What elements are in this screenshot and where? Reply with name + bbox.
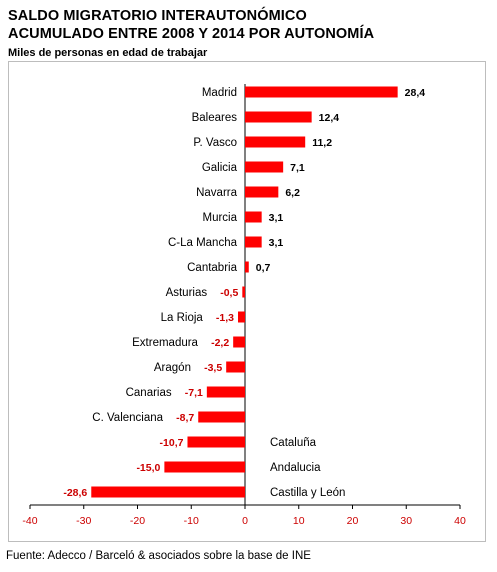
chart-subtitle: Miles de personas en edad de trabajar xyxy=(8,47,208,59)
category-label-baleares: Baleares xyxy=(192,112,238,124)
bar-baleares xyxy=(245,111,312,123)
bar-p-vasco xyxy=(245,136,306,148)
category-label-cataluña: Cataluña xyxy=(270,437,317,449)
chart-title-line2: ACUMULADO ENTRE 2008 Y 2014 POR AUTONOMÍ… xyxy=(8,26,375,42)
value-label-baleares: 12,4 xyxy=(319,112,340,124)
chart-frame: Madrid 28,4 Baleares 12,4 P. Vasco 11,2 Galici… xyxy=(8,61,486,542)
category-label-navarra: Navarra xyxy=(196,187,238,199)
bar-cataluña xyxy=(187,436,245,448)
value-label-asturias: -0,5 xyxy=(220,287,238,299)
category-label-madrid: Madrid xyxy=(202,87,237,99)
bar-navarra xyxy=(245,186,279,198)
category-label-aragón: Aragón xyxy=(154,362,191,374)
value-label-canarias: -7,1 xyxy=(185,387,203,399)
value-label-aragón: -3,5 xyxy=(204,362,222,374)
bar-la-rioja xyxy=(238,311,245,323)
bar-murcia xyxy=(245,211,262,223)
bar-c-la-mancha xyxy=(245,236,262,248)
category-label-cantabria: Cantabria xyxy=(187,262,237,274)
bar-chart: Madrid 28,4 Baleares 12,4 P. Vasco 11,2 Galici… xyxy=(22,84,466,527)
category-label-canarias: Canarias xyxy=(126,387,172,399)
x-tick-label-10: 10 xyxy=(293,515,305,527)
category-label-extremadura: Extremadura xyxy=(132,337,198,349)
value-label-p-vasco: 11,2 xyxy=(312,137,332,149)
value-label-madrid: 28,4 xyxy=(405,87,426,99)
value-label-extremadura: -2,2 xyxy=(211,337,229,349)
x-tick-label--20: -20 xyxy=(130,515,145,527)
value-label-navarra: 6,2 xyxy=(285,187,300,199)
value-label-c-la-mancha: 3,1 xyxy=(269,237,284,249)
bar-madrid xyxy=(245,86,398,98)
value-label-cataluña: -10,7 xyxy=(160,437,184,449)
category-label-andalucia: Andalucia xyxy=(270,462,321,474)
bar-castilla-y-león xyxy=(91,486,246,498)
value-label-galicia: 7,1 xyxy=(290,162,305,174)
x-tick-label-40: 40 xyxy=(454,515,466,527)
category-label-c-la-mancha: C-La Mancha xyxy=(168,237,238,249)
category-label-asturias: Asturias xyxy=(166,287,208,299)
x-tick-label-0: 0 xyxy=(242,515,248,527)
category-label-p-vasco: P. Vasco xyxy=(193,137,237,149)
value-label-andalucia: -15,0 xyxy=(136,462,160,474)
value-label-c-valenciana: -8,7 xyxy=(176,412,194,424)
x-tick-label-30: 30 xyxy=(400,515,412,527)
bar-c-valenciana xyxy=(198,411,245,423)
bar-aragón xyxy=(226,361,245,373)
value-label-la-rioja: -1,3 xyxy=(216,312,234,324)
category-label-la-rioja: La Rioja xyxy=(161,312,204,324)
source-note: Fuente: Adecco / Barceló & asociados sob… xyxy=(6,550,311,562)
x-tick-label--30: -30 xyxy=(76,515,91,527)
value-label-murcia: 3,1 xyxy=(269,212,284,224)
bar-canarias xyxy=(206,386,245,398)
category-label-murcia: Murcia xyxy=(202,212,237,224)
value-label-cantabria: 0,7 xyxy=(256,262,271,274)
bar-asturias xyxy=(242,286,245,298)
value-label-castilla-y-león: -28,6 xyxy=(63,487,87,499)
x-tick-label-20: 20 xyxy=(347,515,359,527)
category-label-c-valenciana: C. Valenciana xyxy=(92,412,163,424)
bar-cantabria xyxy=(245,261,249,273)
chart-title-line1: SALDO MIGRATORIO INTERAUTONÓMICO xyxy=(8,8,307,24)
category-label-castilla-y-león: Castilla y León xyxy=(270,487,345,499)
x-tick-label--10: -10 xyxy=(184,515,199,527)
bar-andalucia xyxy=(164,461,245,473)
bar-extremadura xyxy=(233,336,245,348)
x-tick-label--40: -40 xyxy=(22,515,37,527)
category-label-galicia: Galicia xyxy=(202,162,238,174)
bar-galicia xyxy=(245,161,284,173)
